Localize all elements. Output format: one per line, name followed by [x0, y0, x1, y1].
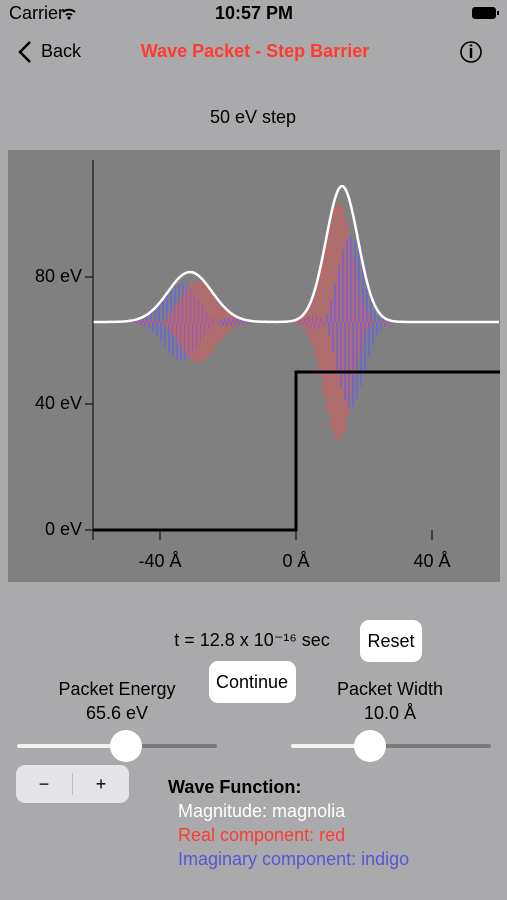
- potential-step: [93, 370, 500, 532]
- width-slider[interactable]: [354, 730, 386, 762]
- info-i[interactable]: i: [468, 42, 473, 62]
- energy-value: 65.6 eV: [86, 703, 148, 723]
- legend-magnitude: Magnitude: magnolia: [178, 801, 346, 821]
- legend-imaginary: Imaginary component: indigo: [178, 849, 409, 869]
- plot-title: 50 eV step: [210, 107, 296, 127]
- continue-button[interactable]: [209, 661, 296, 703]
- x-tick-label: 40 Å: [413, 551, 450, 571]
- back-button[interactable]: Back: [41, 41, 82, 61]
- back-chevron[interactable]: [18, 41, 31, 63]
- carrier: Carrier: [9, 3, 64, 23]
- continue-label[interactable]: Continue: [216, 672, 288, 692]
- wave-function: [93, 185, 499, 441]
- y-tick-label: 80 eV: [35, 266, 82, 286]
- energy-label: Packet Energy: [58, 679, 175, 699]
- y-tick-label: 40 eV: [35, 393, 82, 413]
- time-label: t = 12.8 x 10⁻¹⁶ sec: [174, 630, 330, 650]
- clock: 10:57 PM: [215, 3, 293, 23]
- width-label: Packet Width: [337, 679, 443, 699]
- stepper-plus[interactable]: +: [96, 774, 107, 794]
- battery: [472, 7, 496, 19]
- magnitude: [93, 185, 499, 324]
- wifi-icon: [62, 8, 76, 16]
- energy-fill: [17, 744, 126, 748]
- stepper-minus[interactable]: −: [39, 774, 50, 794]
- width-fill: [291, 744, 370, 748]
- info-button[interactable]: [460, 41, 482, 63]
- plot-area: [8, 150, 500, 582]
- battery-tip: [497, 11, 499, 15]
- energy-slider[interactable]: [110, 730, 142, 762]
- y-tick-label: 0 eV: [45, 519, 82, 539]
- legend-real: Real component: red: [178, 825, 345, 845]
- reset-button[interactable]: [360, 620, 422, 662]
- nav-title: Wave Packet - Step Barrier: [141, 41, 369, 61]
- width-value: 10.0 Å: [364, 703, 416, 723]
- x-tick-label: 0 Å: [282, 551, 309, 571]
- legend-heading: Wave Function:: [168, 777, 301, 797]
- reset-label[interactable]: Reset: [367, 631, 414, 651]
- wifi-dot: [67, 16, 71, 20]
- x-tick-label: -40 Å: [138, 551, 181, 571]
